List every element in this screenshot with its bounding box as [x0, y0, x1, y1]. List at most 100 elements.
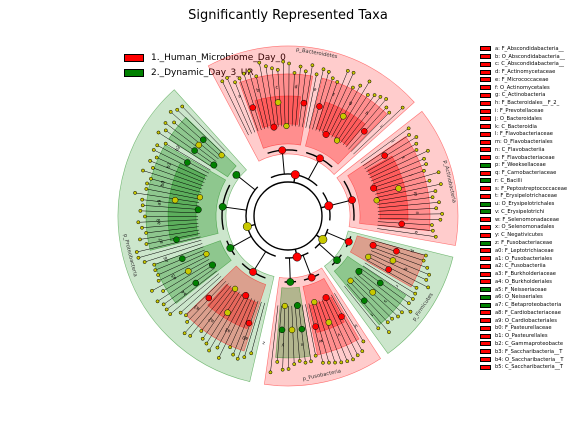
leaf-node	[133, 191, 137, 195]
clade-letter: y	[281, 342, 284, 347]
leaf-node	[390, 316, 394, 321]
leaf-node	[153, 268, 158, 272]
leaf-branch	[349, 281, 388, 323]
order-node	[196, 194, 204, 201]
leaf-branch	[152, 167, 204, 187]
leaf-node	[140, 197, 145, 202]
taxa-key-label: g: C_Actinobacteria	[495, 92, 546, 99]
leaf-branch	[163, 267, 215, 305]
phylum-node	[242, 222, 252, 231]
taxa-key-swatch	[480, 201, 491, 207]
order-node	[311, 299, 318, 306]
leaf-branch	[325, 72, 354, 135]
clade-letter: l	[407, 174, 413, 177]
leaf-node	[138, 208, 143, 213]
leaf-node	[413, 291, 418, 296]
leaf-node	[254, 74, 259, 79]
taxa-key-label: b2: C_Gammaproteobacte	[495, 340, 564, 347]
taxa-key-swatch	[480, 186, 491, 192]
leaf-node	[275, 360, 280, 364]
class-node	[232, 171, 241, 179]
leaf-node	[155, 143, 160, 148]
leaf-branch	[342, 96, 381, 146]
taxa-key-label: h: F_Bacteroidales__F_2_	[495, 100, 560, 107]
clade-letter: i	[378, 124, 383, 129]
taxa-key-item: x: O_Selenomonadales	[480, 224, 567, 232]
clade-letter: b1	[165, 162, 173, 170]
leaf-branch	[366, 143, 417, 173]
family-node	[398, 220, 405, 228]
order-node	[194, 206, 202, 214]
leaf-node	[257, 60, 262, 65]
leaf-node	[424, 278, 429, 282]
leaf-node	[426, 148, 430, 153]
taxa-key-swatch	[480, 294, 491, 300]
family-node	[325, 319, 333, 326]
leaf-branch	[364, 136, 417, 170]
leaf-branch	[322, 70, 349, 133]
leaf-branch	[265, 66, 276, 128]
family-node	[184, 159, 191, 166]
leaf-node	[365, 93, 370, 97]
leaf-node	[185, 320, 190, 324]
leaf-node	[414, 141, 419, 146]
leaf-node	[161, 289, 165, 293]
family-node	[274, 99, 282, 106]
leaf-node	[406, 126, 411, 131]
leaf-node	[144, 242, 149, 246]
leaf-node	[396, 314, 400, 319]
taxa-key-swatch	[480, 209, 491, 215]
order-node	[347, 277, 354, 284]
leaf-branch	[328, 87, 354, 136]
taxa-key-item: a8: F_Cardiobacteriaceae	[480, 309, 567, 317]
clade-letter: a9	[156, 199, 163, 205]
leaf-node	[355, 353, 360, 358]
order-node	[373, 197, 380, 204]
leaf-branch	[144, 243, 203, 263]
leaf-node	[321, 67, 326, 72]
family-node	[192, 279, 200, 287]
leaf-branch	[364, 262, 416, 294]
order-node	[242, 292, 250, 299]
leaf-node	[314, 72, 319, 77]
taxa-key-label: a3: F_Burkholderiaceae	[495, 271, 556, 278]
leaf-node	[145, 181, 149, 186]
tree-branch	[222, 206, 247, 211]
leaf-node	[378, 94, 383, 99]
leaf-branch	[331, 85, 361, 138]
clade-letter: n	[414, 211, 419, 214]
leaf-node	[207, 348, 211, 353]
taxa-key-swatch	[480, 92, 491, 98]
leaf-node	[151, 166, 155, 170]
taxa-key-label: l: F_Flavobacteriaceae	[495, 131, 553, 138]
leaf-branch	[237, 300, 259, 359]
clade-letter: v	[336, 331, 341, 337]
leaf-node	[408, 309, 413, 314]
taxa-key-item: j: O_Bacteroidales	[480, 115, 567, 123]
leaf-node	[225, 76, 229, 80]
leaf-node	[297, 359, 302, 363]
clade-letter: h	[364, 111, 370, 118]
leaf-branch	[153, 149, 208, 177]
clade-letter: p	[409, 249, 415, 253]
clade-letter: m	[412, 191, 418, 197]
leaf-node	[372, 93, 377, 97]
leaf-branch	[186, 281, 227, 323]
taxa-key-item: s: F_Peptostreptococcaceae	[480, 185, 567, 193]
class-node	[348, 196, 356, 204]
leaf-node	[163, 141, 168, 146]
leaf-branch	[372, 247, 428, 269]
clade-letter: a7	[158, 237, 165, 244]
leaf-branch	[165, 130, 215, 165]
taxa-key-swatch	[480, 193, 491, 199]
family-node	[173, 236, 180, 243]
clade-letter: a6	[163, 255, 171, 262]
leaf-branch	[206, 291, 240, 344]
order-shade	[309, 296, 345, 333]
leaf-node	[144, 231, 149, 235]
tree-branch	[230, 235, 252, 249]
leaf-branch	[154, 246, 204, 265]
clade-letter: b2	[174, 145, 182, 153]
leaf-node	[149, 176, 153, 181]
leaf-node	[180, 104, 185, 109]
